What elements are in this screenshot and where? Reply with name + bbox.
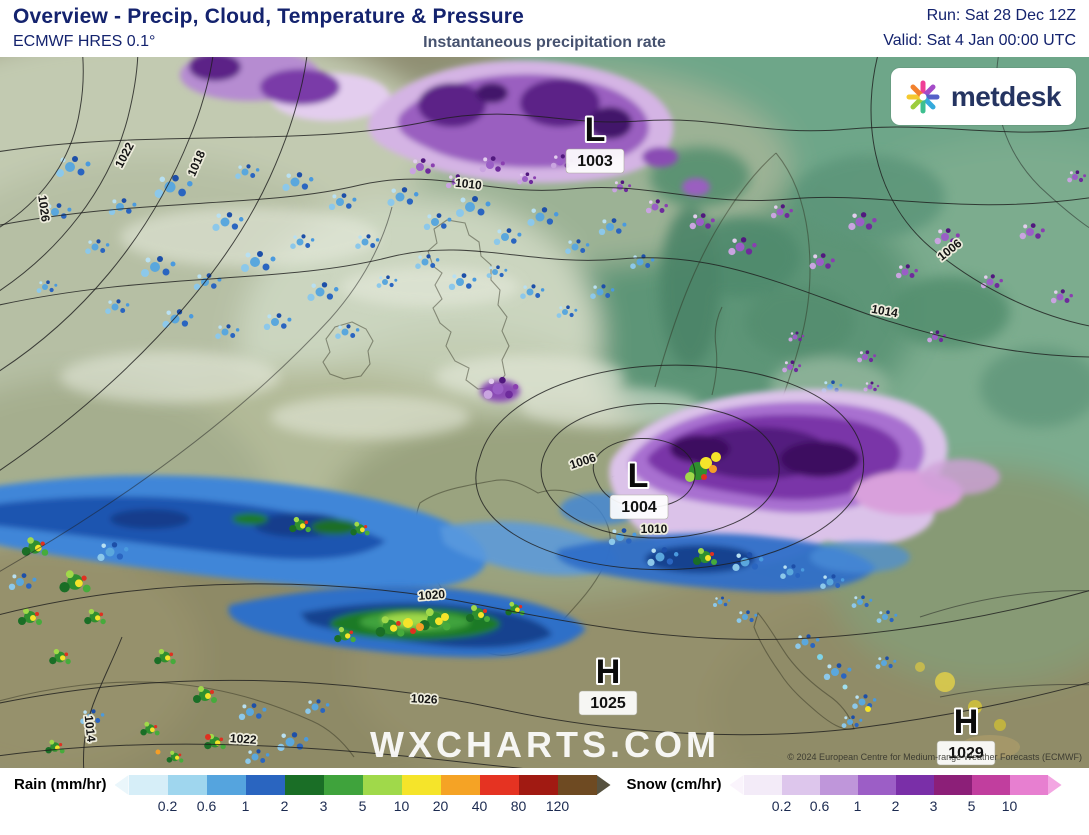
legend-color-segment (971, 775, 1010, 795)
legend-color-segment (114, 775, 129, 795)
legend-tick-value: 0.2 (771, 798, 792, 814)
isobar-label: 1010 (641, 522, 668, 536)
legend-tick-value: 10 (1001, 798, 1018, 814)
pressure-letter: H (596, 653, 621, 691)
pressure-center-low-north: L 1003 (565, 109, 625, 174)
legend-color-segment (518, 775, 558, 795)
legend-color-segment (284, 775, 324, 795)
legend-tick-value: 20 (432, 798, 449, 814)
copyright-text: © 2024 European Centre for Medium-range … (787, 752, 1082, 762)
legend-color-segment (857, 775, 896, 795)
legend-color-segment (557, 775, 597, 795)
legend-tick-value: 40 (471, 798, 488, 814)
legend-tick-value: 120 (545, 798, 570, 814)
legend-color-segment (1009, 775, 1048, 795)
legend-color-segment (206, 775, 246, 795)
pressure-letter: H (954, 703, 979, 741)
legend-tick-value: 5 (967, 798, 976, 814)
cloud-streaks (60, 207, 700, 439)
legend-color-segment (819, 775, 858, 795)
rain-legend-label: Rain (mm/hr) (14, 776, 107, 793)
weather-map: 1026 1022 1018 1010 1006 1014 1010 1006 … (0, 57, 1089, 768)
header: Overview - Precip, Cloud, Temperature & … (0, 0, 1089, 57)
metdesk-pinwheel-icon (906, 80, 940, 113)
pressure-value-box (578, 690, 638, 716)
pressure-value-box (565, 148, 625, 174)
legend-color-segment (743, 775, 782, 795)
legend-tick-value: 0.6 (196, 798, 217, 814)
snow-legend: Snow (cm/hr) 0.2 0.6 1 2 3 5 10 (627, 775, 1062, 817)
isobar-label: 1014 (82, 715, 99, 743)
pressure-value: 1004 (621, 499, 657, 516)
pressure-letter: L (628, 457, 649, 495)
pressure-value-box (936, 740, 996, 766)
metdesk-logo-text: metdesk (950, 80, 1062, 112)
valid-time: Valid: Sat 4 Jan 00:00 UTC (883, 32, 1076, 49)
rain-color-scale: 0.2 0.6 1 2 3 5 10 20 40 80 120 (114, 775, 611, 817)
metdesk-logo: metdesk (890, 68, 1076, 125)
pressure-center-low-central: L 1004 (609, 455, 669, 520)
legend-tick-value: 2 (891, 798, 900, 814)
pressure-value: 1003 (577, 153, 613, 170)
bright-cluster-low-edge (483, 376, 721, 482)
rain-legend: Rain (mm/hr) 0.2 0.6 1 2 3 5 10 20 40 80 120 (14, 775, 611, 817)
pressure-value: 1025 (590, 695, 626, 712)
pressure-value-box (609, 494, 669, 520)
isobar-label: 1022 (229, 731, 257, 747)
legend-color-segment (479, 775, 519, 795)
pressure-value: 1029 (948, 745, 984, 762)
isobars (0, 57, 1089, 768)
model-name: ECMWF HRES 0.1° (13, 33, 156, 50)
legend-tick-value: 2 (280, 798, 289, 814)
isobar-label: 1020 (418, 587, 446, 603)
snow-color-scale: 0.2 0.6 1 2 3 5 10 (729, 775, 1062, 817)
legend: Rain (mm/hr) 0.2 0.6 1 2 3 5 10 20 40 80 120 Snow … (0, 768, 1089, 835)
run-time: Run: Sat 28 Dec 12Z (926, 7, 1076, 24)
isobar-label: 1026 (411, 691, 439, 706)
legend-color-segment (895, 775, 934, 795)
map-canvas: 1026 1022 1018 1010 1006 1014 1010 1006 … (0, 57, 1089, 768)
legend-color-segment (128, 775, 168, 795)
specks-adriatic (795, 610, 898, 728)
legend-color-segment (1047, 775, 1062, 795)
chart-subtitle: Instantaneous precipitation rate (423, 34, 666, 51)
pressure-center-high-france: H 1025 (578, 651, 638, 716)
pressure-center-high-southeast: H 1029 (936, 701, 996, 766)
legend-tick-value: 3 (929, 798, 938, 814)
legend-tick-value: 3 (319, 798, 328, 814)
legend-color-segment (933, 775, 972, 795)
legend-color-segment (362, 775, 402, 795)
legend-color-segment (323, 775, 363, 795)
convective-specks-france (289, 516, 525, 643)
legend-color-segment (167, 775, 207, 795)
page-title: Overview - Precip, Cloud, Temperature & … (13, 5, 525, 28)
legend-tick-value: 10 (393, 798, 410, 814)
legend-color-segment (729, 775, 744, 795)
legend-tick-value: 1 (853, 798, 862, 814)
legend-color-segment (440, 775, 480, 795)
isobar-label: 1010 (454, 176, 482, 193)
snow-band-north (180, 57, 710, 196)
legend-color-segment (781, 775, 820, 795)
legend-tick-value: 0.6 (809, 798, 830, 814)
isobar-label: 1026 (35, 194, 53, 223)
legend-tick-value: 5 (358, 798, 367, 814)
pressure-letter: L (585, 111, 606, 149)
legend-tick-value: 1 (241, 798, 250, 814)
specks-iberia (8, 537, 330, 764)
legend-color-segment (401, 775, 441, 795)
legend-color-segment (245, 775, 285, 795)
legend-color-segment (596, 775, 611, 795)
legend-tick-value: 80 (510, 798, 527, 814)
snow-legend-label: Snow (cm/hr) (626, 776, 722, 793)
isobar-label: 1014 (870, 302, 899, 320)
watermark: WXCHARTS.COM (370, 724, 720, 765)
legend-tick-value: 0.2 (157, 798, 178, 814)
